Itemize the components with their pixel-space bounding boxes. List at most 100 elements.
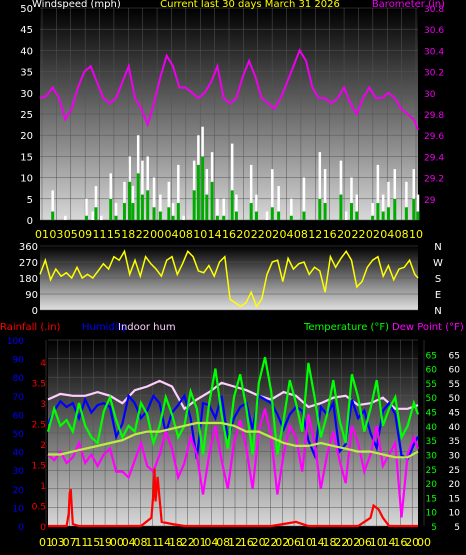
wind-x-tick: 20 [236,228,250,241]
direction-compass-tick: N [434,242,441,253]
temp-x-tick: 15 [86,536,100,549]
wind-x-tick: 22 [351,228,365,241]
barometer-y-tick: 29 [424,196,436,206]
temperature-y-tick-right: 10 [449,509,461,519]
rainfall-y-tick: 1 [40,482,46,492]
wind-y-tick: 20 [20,131,33,142]
wind-direction-line [39,249,419,308]
temp-x-tick: 16 [393,536,407,549]
barometer-y-tick: 30 [424,90,436,100]
temp-x-tick: 16 [240,536,254,549]
wind-x-tick: 01 [35,228,49,241]
wind-x-tick: 09 [78,228,92,241]
wind-x-tick: 10 [193,228,207,241]
temp-x-tick: 20 [252,536,266,549]
barometer-y-ticks: 29 29.2 29.4 29.6 29.8 30 30.2 30.4 30.6 30.8 [424,5,444,206]
temperature-y-tick-right: 5 [454,523,460,533]
wind-x-tick: 18 [121,228,135,241]
temp-x-tick: 04 [122,536,136,549]
wind-y-tick: 15 [20,152,33,163]
wind-x-tick: 10 [409,228,423,241]
temperature-y-tick-right: 25 [449,466,460,476]
humidity-y-ticks: 0 10 20 30 40 50 60 70 80 90 100 [7,337,24,533]
temp-x-tick: 02 [346,536,360,549]
wind-y-tick: 5 [27,195,33,206]
rainfall-y-tick: 3.5 [32,380,46,390]
wind-x-tick: 22 [251,228,265,241]
humidity-y-tick: 0 [18,523,24,533]
temp-x-tick: 08 [134,536,148,549]
barometer-y-tick: 29.4 [424,153,444,163]
rainfall-y-tick: 0 [40,523,46,533]
wind-x-tick: 04 [280,228,294,241]
temperature-line [46,356,420,455]
barometer-y-tick: 29.8 [424,111,444,121]
temperature-y-tick-right: 35 [449,437,460,447]
temperature-y-tick-right: 20 [449,480,461,490]
temperature-y-tick: 30 [426,451,438,461]
wind-x-tick: 14 [208,228,222,241]
direction-compass-tick: E [435,290,441,301]
temp-x-tick: 14 [311,536,325,549]
barometer-y-tick: 29.2 [424,175,444,185]
wind-x-tick: 20 [337,228,351,241]
humidity-y-tick: 50 [13,430,25,440]
temperature-y-tick-right: 40 [449,423,461,433]
humidity-y-tick: 20 [13,486,25,496]
humidity-y-tick: 80 [13,374,25,384]
rainfall-y-tick: 0.5 [32,503,46,513]
humidity-y-tick: 60 [13,411,25,421]
wind-y-tick: 30 [20,89,33,100]
wind-x-tick: 04 [380,228,394,241]
humidity-y-tick: 10 [13,504,25,514]
direction-degree-ticks: 360 270 180 90 0 [19,242,38,317]
temperature-y-tick: 15 [426,494,437,504]
temperature-y-tick: 20 [426,480,438,490]
temperature-y-tick: 10 [426,509,438,519]
temp-x-tick: 22 [263,536,277,549]
humidity-line [47,393,419,461]
rainfall-y-tick: 3 [40,400,46,410]
temperature-y-tick: 25 [426,466,437,476]
humidity-y-tick: 30 [13,467,25,477]
temperature-y-tick: 55 [426,380,437,390]
direction-degree-tick: 270 [19,258,38,269]
barometer-line [39,48,419,131]
wind-x-tick: 08 [179,228,193,241]
temperature-y-tick: 5 [431,523,437,533]
barometer-y-tick: 30.8 [424,5,444,15]
temp-x-tick: 00 [110,536,124,549]
temp-x-tick: 01 [193,536,207,549]
wind-x-tick: 00 [150,228,164,241]
wind-y-tick: 10 [20,174,33,185]
dew-point-line [47,408,420,518]
temp-x-tick: 10 [370,536,384,549]
temp-x-tick: 22 [181,536,195,549]
temp-x-tick: 14 [382,536,396,549]
barometer-y-tick: 30.2 [424,69,444,79]
temperature-y-tick-right: 30 [449,451,461,461]
temp-x-tick: 06 [287,536,301,549]
direction-degree-tick: 360 [19,242,38,253]
temp-x-tick: 12 [228,536,242,549]
wind-y-tick: 50 [20,4,33,15]
humidity-y-tick: 40 [13,449,25,459]
wind-x-ticks: 01 03 05 09 11 15 18 22 00 04 08 10 14 16 20 22 02 04 08 12… [35,228,423,241]
legend-indoor-hum: Indoor hum [118,322,176,333]
windspeed-axis-label: Windspeed (mph) [32,0,121,10]
wind-x-tick: 08 [395,228,409,241]
legend-temperature: Temperature (°F) [303,322,389,333]
legend-rainfall: Rainfall (.in) [0,322,61,333]
temperature-y-tick: 50 [426,394,438,404]
rainfall-y-tick: 1.5 [32,462,46,472]
temp-x-tick: 22 [334,536,348,549]
temperature-y-tick-right: 60 [449,366,461,376]
temp-x-tick: 07 [63,536,77,549]
humidity-y-tick: 90 [13,356,25,366]
temp-x-tick: 06 [358,536,372,549]
wind-series [39,48,420,220]
temp-x-tick: 10 [299,536,313,549]
